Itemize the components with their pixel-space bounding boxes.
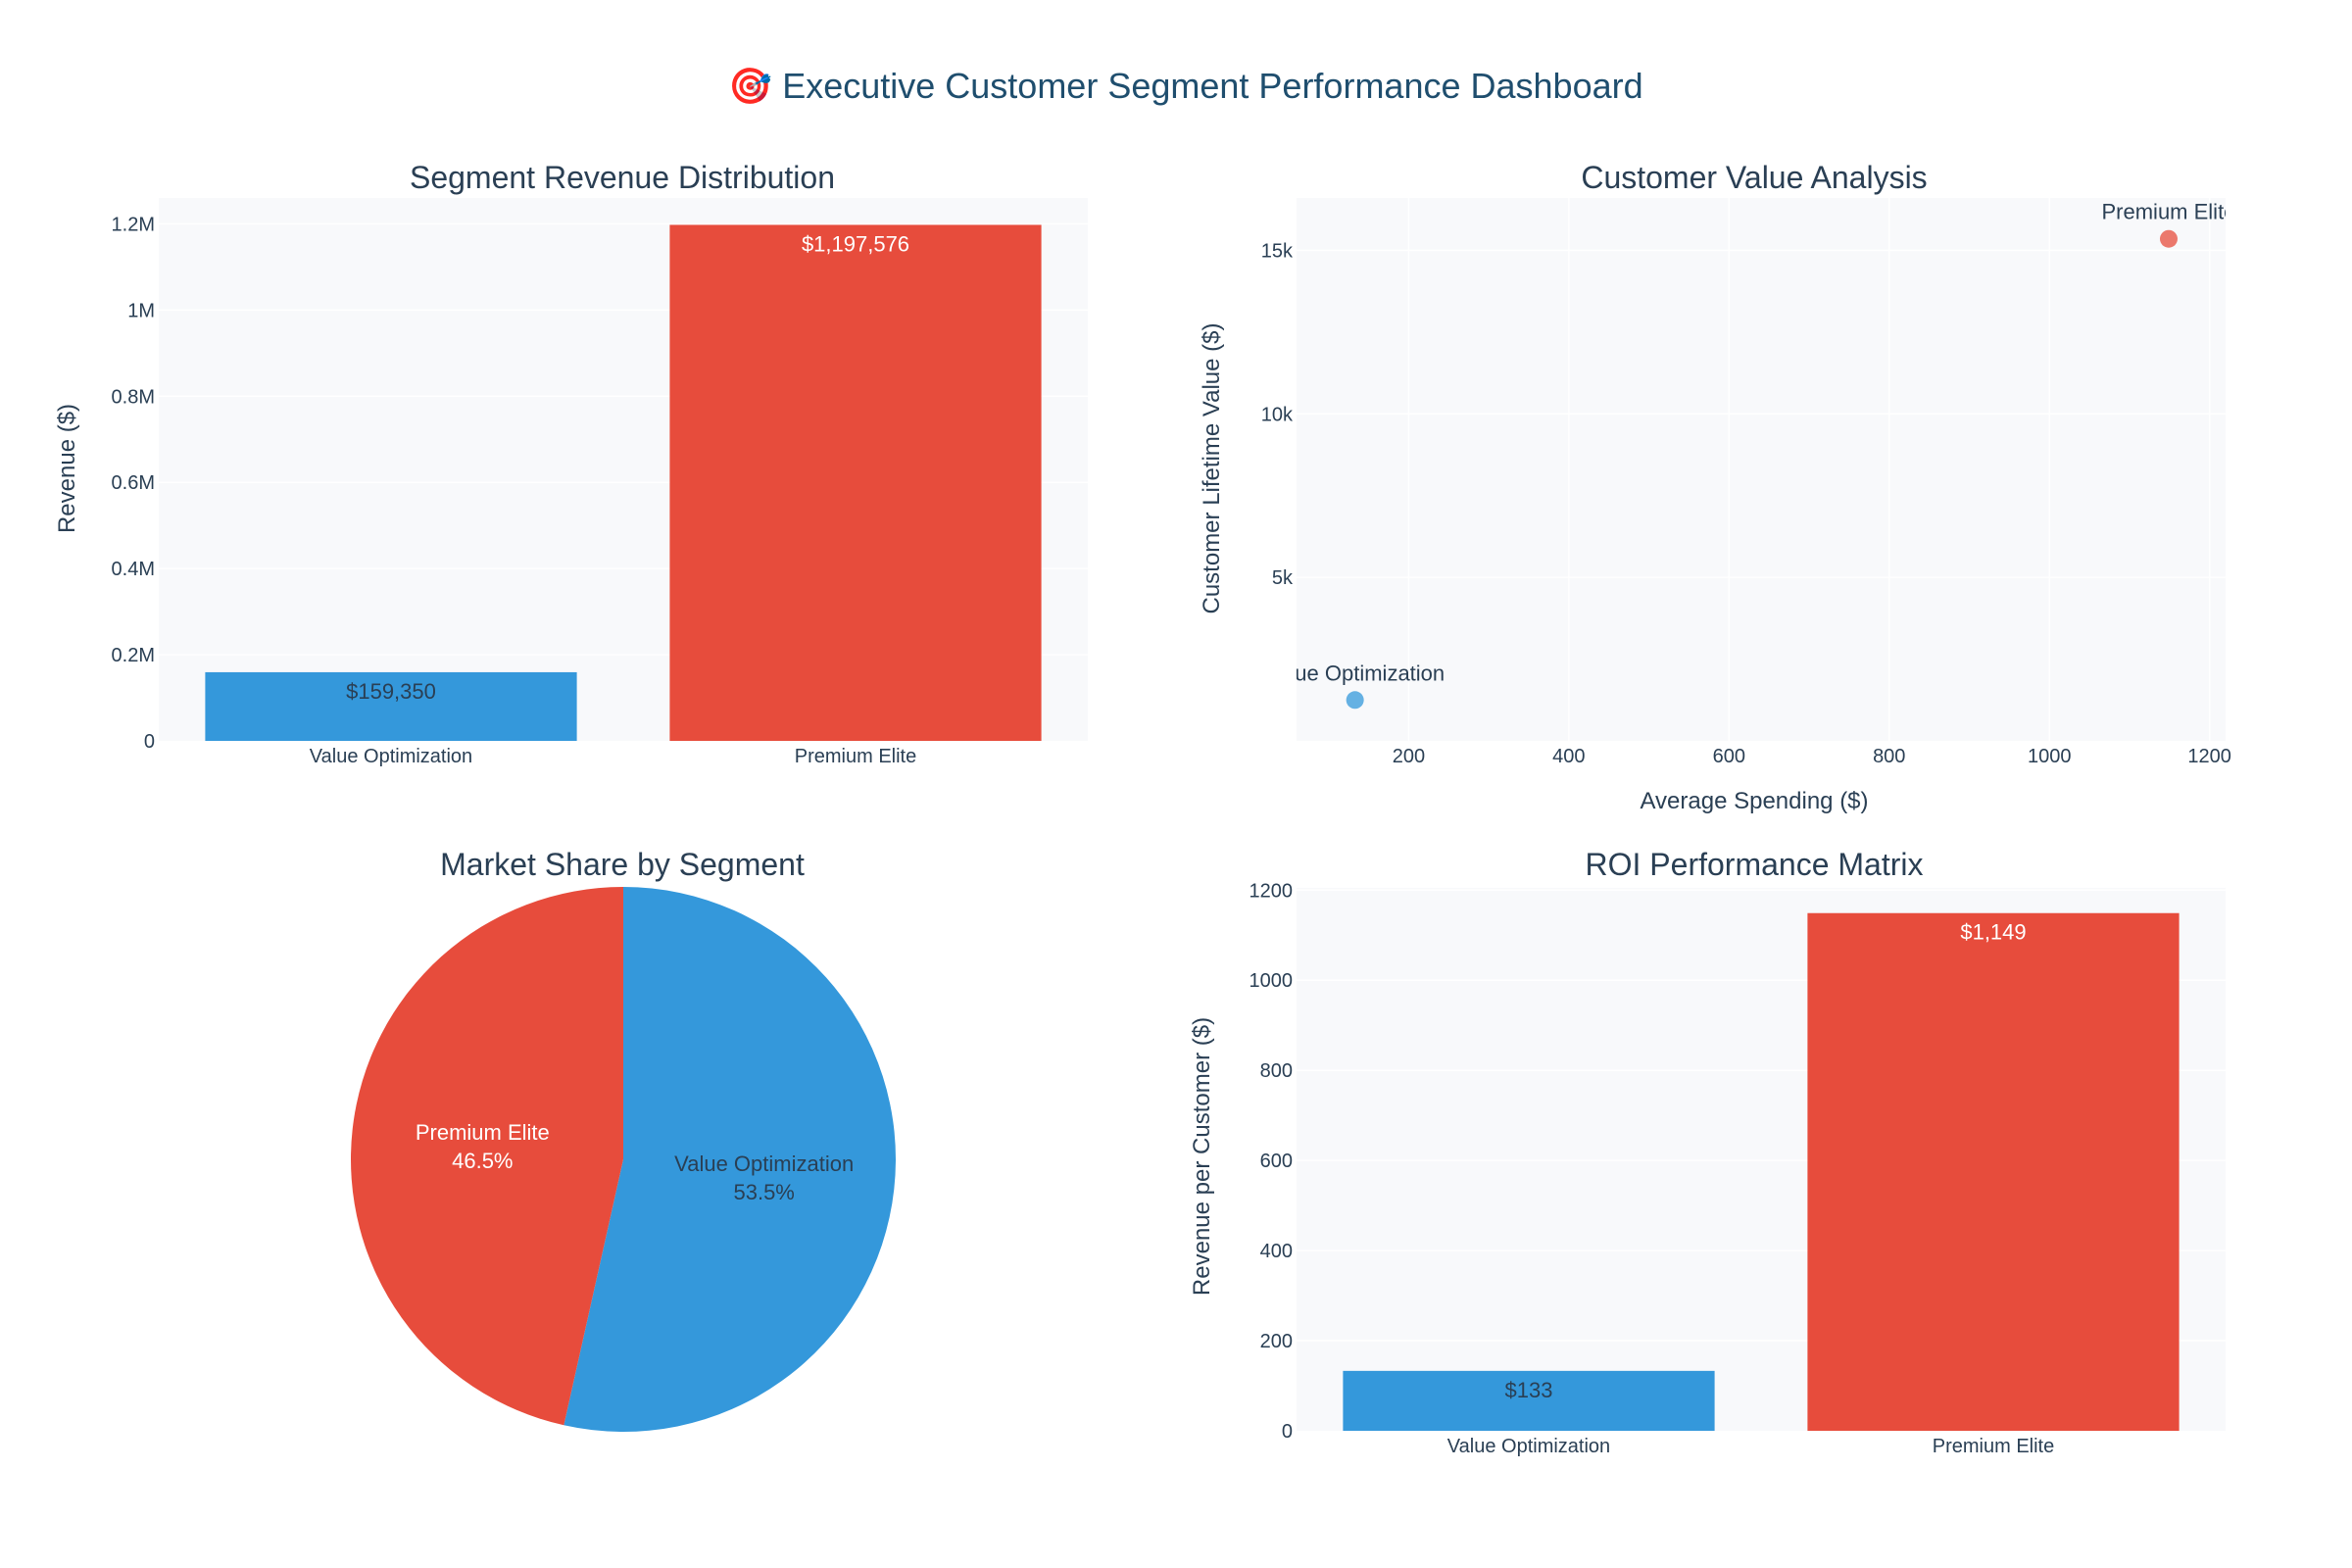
roi-y-tick-label: 800 xyxy=(1260,1060,1293,1082)
roi-chart-title: ROI Performance Matrix xyxy=(1586,847,1924,882)
share-slice-label: Premium Elite xyxy=(416,1120,550,1145)
value-plot-area xyxy=(1297,198,2226,741)
value-point-label: Premium Elite xyxy=(2102,200,2236,224)
roi-y-tick-label: 1000 xyxy=(1250,970,1294,992)
revenue-bar xyxy=(205,671,577,741)
share-chart-title: Market Share by Segment xyxy=(440,847,805,882)
market-share-pie-chart: Market Share by Segment Value Optimizati… xyxy=(351,847,897,1432)
value-y-tick-label: 15k xyxy=(1261,240,1294,262)
roi-bar xyxy=(1343,1370,1715,1431)
roi-bar xyxy=(1807,912,2180,1431)
revenue-y-tick-label: 0.2M xyxy=(112,645,155,666)
revenue-bar xyxy=(669,224,1042,741)
share-slice-label: Value Optimization xyxy=(674,1152,854,1176)
revenue-y-tick-label: 1.2M xyxy=(112,214,155,235)
roi-bar-chart: ROI Performance Matrix Revenue per Custo… xyxy=(1189,847,2226,1457)
value-scatter-chart: Customer Value Analysis Customer Lifetim… xyxy=(1199,160,2236,814)
roi-x-tick-label: Premium Elite xyxy=(1933,1436,2054,1457)
value-y-axis-label: Customer Lifetime Value ($) xyxy=(1199,323,1225,614)
value-x-tick-label: 800 xyxy=(1873,746,1905,767)
revenue-y-axis-label: Revenue ($) xyxy=(54,404,80,533)
roi-y-tick-label: 600 xyxy=(1260,1151,1293,1172)
value-x-tick-label: 200 xyxy=(1393,746,1425,767)
share-slice xyxy=(564,887,897,1432)
value-point xyxy=(1346,691,1364,710)
revenue-y-tick-label: 0.8M xyxy=(112,386,155,408)
roi-y-tick-label: 1200 xyxy=(1250,880,1294,902)
value-points-layer: Value Optimization Premium Elite xyxy=(1265,200,2236,710)
revenue-bar-value-label: $1,197,576 xyxy=(802,231,909,256)
revenue-x-tick-label: Premium Elite xyxy=(795,746,916,767)
roi-y-axis-label: Revenue per Customer ($) xyxy=(1189,1017,1215,1296)
dashboard-title: 🎯 Executive Customer Segment Performance… xyxy=(728,66,1642,106)
revenue-y-tick-label: 0 xyxy=(144,731,155,753)
revenue-y-tick-label: 1M xyxy=(127,300,155,321)
revenue-bar-value-label: $159,350 xyxy=(346,679,436,704)
roi-bar-value-label: $133 xyxy=(1505,1378,1553,1402)
share-slice-percent: 46.5% xyxy=(452,1149,513,1173)
value-x-axis-label: Average Spending ($) xyxy=(1640,788,1868,814)
value-point xyxy=(2159,229,2178,248)
roi-x-tick-label: Value Optimization xyxy=(1447,1436,1610,1457)
revenue-x-tick-label: Value Optimization xyxy=(310,746,472,767)
value-x-tick-label: 400 xyxy=(1552,746,1585,767)
roi-y-tick-label: 0 xyxy=(1282,1421,1293,1443)
value-x-tick-label: 1000 xyxy=(2028,746,2072,767)
revenue-chart-title: Segment Revenue Distribution xyxy=(410,160,835,195)
roi-y-tick-label: 400 xyxy=(1260,1241,1293,1262)
value-point-label: Value Optimization xyxy=(1265,661,1445,685)
roi-y-tick-label: 200 xyxy=(1260,1331,1293,1352)
revenue-bar-chart: Segment Revenue Distribution Revenue ($)… xyxy=(54,160,1088,767)
revenue-y-tick-label: 0.6M xyxy=(112,472,155,494)
share-slice xyxy=(351,887,623,1426)
roi-bar-value-label: $1,149 xyxy=(1960,920,2026,945)
value-x-tick-label: 1200 xyxy=(2187,746,2231,767)
value-y-tick-label: 10k xyxy=(1261,404,1294,425)
value-x-tick-label: 600 xyxy=(1713,746,1745,767)
value-y-tick-label: 5k xyxy=(1272,567,1294,589)
value-chart-title: Customer Value Analysis xyxy=(1581,160,1927,195)
revenue-y-tick-label: 0.4M xyxy=(112,559,155,580)
share-slice-percent: 53.5% xyxy=(733,1180,794,1204)
